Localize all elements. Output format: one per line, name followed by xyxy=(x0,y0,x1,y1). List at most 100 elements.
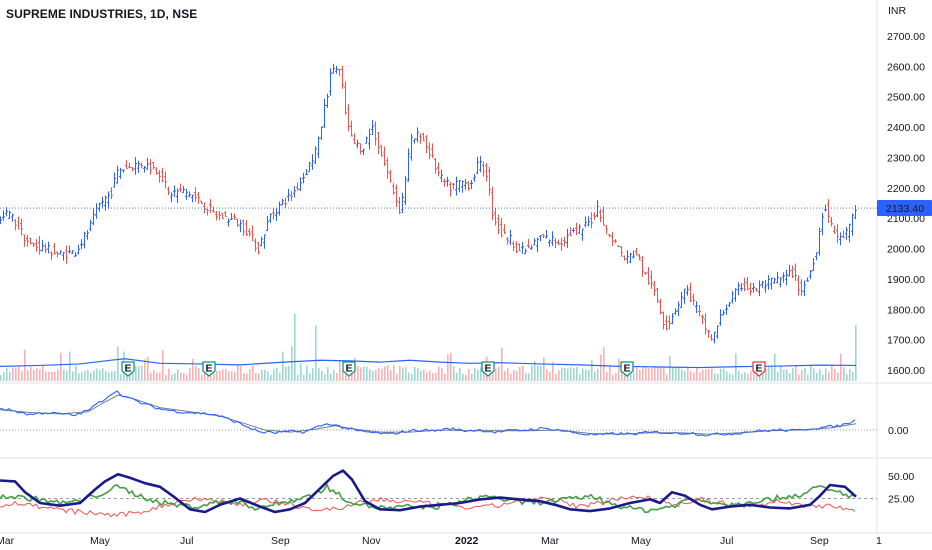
volume-bar xyxy=(678,366,680,381)
ohlc-bar xyxy=(257,241,260,255)
volume-bar xyxy=(246,373,248,381)
time-axis-label: 2022 xyxy=(455,535,479,547)
ohlc-bar xyxy=(11,213,14,222)
ohlc-bar xyxy=(680,291,683,308)
ohlc-bar xyxy=(113,172,116,188)
volume-bar xyxy=(426,372,428,381)
earnings-marker xyxy=(202,361,216,377)
volume-bar xyxy=(849,368,851,381)
ohlc-bar xyxy=(632,250,635,259)
ohlc-bar xyxy=(17,216,20,230)
ohlc-bar xyxy=(362,148,365,156)
volume-bar xyxy=(441,368,443,381)
ohlc-bar xyxy=(431,143,434,159)
ohlc-bar xyxy=(737,282,740,296)
volume-bar xyxy=(57,369,59,381)
volume-bar xyxy=(510,373,512,381)
ohlc-bar xyxy=(413,138,416,144)
ohlc-bar xyxy=(296,182,299,191)
ohlc-bar xyxy=(794,263,797,281)
ohlc-bar xyxy=(164,171,167,189)
volume-bar xyxy=(726,371,728,381)
ohlc-bar xyxy=(290,190,293,202)
ohlc-bar xyxy=(182,186,185,194)
ohlc-bar xyxy=(653,280,656,297)
ohlc-bar xyxy=(545,229,548,239)
ohlc-bar xyxy=(806,277,809,282)
volume-bar xyxy=(798,374,800,381)
ohlc-bar xyxy=(224,211,227,217)
ohlc-bar xyxy=(239,219,242,233)
volume-bar xyxy=(729,373,731,381)
ohlc-bar xyxy=(698,304,701,317)
volume-bar xyxy=(672,366,674,381)
volume-bar xyxy=(555,374,557,381)
ohlc-bar xyxy=(134,157,137,175)
ohlc-bar xyxy=(692,293,695,306)
ohlc-bar xyxy=(728,301,731,308)
ohlc-bar xyxy=(116,165,119,184)
ohlc-bar xyxy=(440,169,443,183)
ohlc-bar xyxy=(494,208,497,226)
ohlc-bar xyxy=(569,227,572,237)
volume-bar xyxy=(225,368,227,381)
ohlc-bar xyxy=(281,199,284,206)
volume-bar xyxy=(615,372,617,381)
volume-bar xyxy=(684,371,686,381)
volume-bar xyxy=(432,373,434,381)
ohlc-bar xyxy=(683,288,686,304)
price-tick-label: 2600.00 xyxy=(887,61,925,73)
volume-bar xyxy=(648,368,650,381)
ohlc-bar xyxy=(212,206,215,213)
ohlc-bar xyxy=(233,213,236,220)
ohlc-bar xyxy=(167,186,170,196)
volume-bar xyxy=(192,358,194,381)
ohlc-bar xyxy=(641,256,644,277)
volume-bar xyxy=(201,374,203,381)
volume-bar xyxy=(792,368,794,381)
ohlc-bar xyxy=(416,127,419,143)
ohlc-bar xyxy=(356,139,359,149)
volume-bar xyxy=(204,366,206,381)
volume-bar xyxy=(657,366,659,381)
ohlc-bar xyxy=(509,229,512,246)
time-axis-label: Sep xyxy=(271,535,290,547)
ohlc-bar xyxy=(839,232,842,246)
volume-bar xyxy=(564,367,566,381)
volume-bar xyxy=(531,365,533,381)
volume-bar xyxy=(90,372,92,381)
ohlc-bar xyxy=(593,212,596,220)
volume-bar xyxy=(522,365,524,381)
ohlc-bar xyxy=(275,207,278,222)
time-axis-label: Nov xyxy=(362,535,381,547)
ohlc-bar xyxy=(815,252,818,261)
earnings-marker-label: E xyxy=(346,363,353,375)
volume-bar xyxy=(120,374,122,381)
volume-bar xyxy=(585,369,587,381)
ohlc-bar xyxy=(833,225,836,234)
volume-bar xyxy=(249,369,251,381)
volume-bar xyxy=(102,368,104,381)
volume-bar xyxy=(468,369,470,381)
ohlc-bar xyxy=(791,265,794,279)
ohlc-bar xyxy=(32,242,35,247)
ohlc-bar xyxy=(827,199,830,223)
volume-bar xyxy=(843,367,845,381)
volume-bar xyxy=(711,368,713,381)
volume-bar xyxy=(261,369,263,381)
ohlc-bar xyxy=(74,251,77,258)
ohlc-bar xyxy=(248,228,251,237)
volume-bar xyxy=(69,351,71,381)
ohlc-bar xyxy=(461,180,464,193)
ohlc-bar xyxy=(359,143,362,155)
volume-bar xyxy=(405,367,407,381)
ohlc-bar xyxy=(701,314,704,324)
volume-bar xyxy=(333,369,335,381)
ohlc-bar xyxy=(719,309,722,326)
volume-bar xyxy=(81,372,83,381)
currency-label: INR xyxy=(888,5,907,17)
ohlc-bar xyxy=(503,224,506,235)
earnings-marker-label: E xyxy=(206,363,213,375)
ohlc-bar xyxy=(71,250,74,254)
